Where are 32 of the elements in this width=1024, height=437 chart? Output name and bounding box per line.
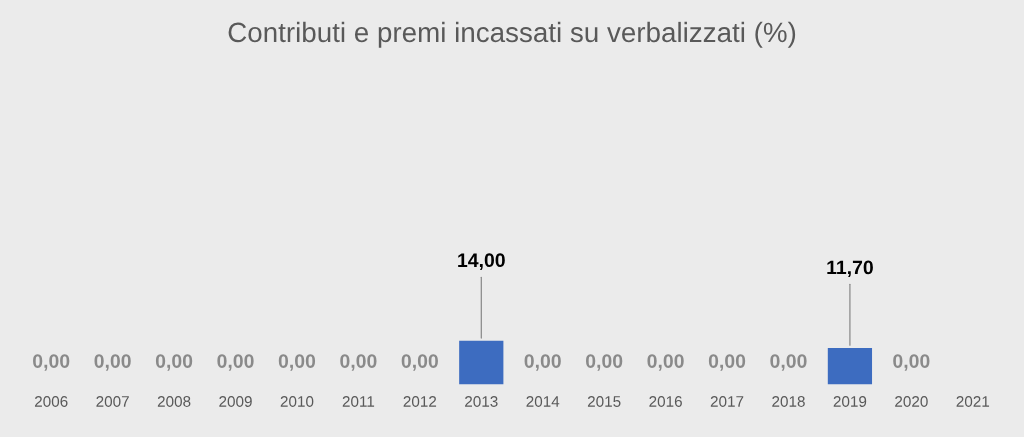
data-label: 0,00 — [586, 354, 623, 371]
data-label: 0,00 — [524, 354, 561, 371]
data-label: 0,00 — [708, 354, 746, 371]
data-label: 0,00 — [401, 354, 438, 371]
x-tick-label: 2014 — [526, 396, 560, 407]
x-tick-label: 2019 — [833, 396, 867, 407]
x-tick-label: 2007 — [96, 396, 129, 407]
data-label: 0,00 — [770, 354, 807, 371]
data-label: 11,70 — [827, 260, 873, 278]
data-label: 0,00 — [278, 354, 316, 371]
data-label: 0,00 — [155, 354, 193, 371]
data-label: 14,00 — [458, 253, 505, 270]
x-tick-label: 2021 — [956, 396, 990, 407]
x-tick-label: 2016 — [649, 396, 682, 407]
data-label: 0,00 — [33, 354, 70, 371]
data-label: 0,00 — [217, 354, 254, 371]
x-tick-label: 2006 — [34, 396, 68, 407]
x-tick-label: 2012 — [403, 396, 437, 407]
x-tick-label: 2015 — [587, 396, 621, 407]
x-tick-label: 2018 — [772, 396, 805, 407]
x-tick-label: 2017 — [710, 396, 744, 407]
data-label: 0,00 — [893, 354, 930, 371]
chart-title: Contributi e premi incassati su verbalizzati (%) — [228, 21, 796, 48]
x-tick-label: 2010 — [280, 396, 314, 407]
x-tick-label: 2009 — [219, 396, 252, 407]
data-label: 0,00 — [94, 354, 131, 371]
x-tick-label: 2011 — [342, 396, 375, 407]
x-tick-label: 2020 — [895, 396, 928, 407]
x-tick-label: 2008 — [157, 396, 191, 407]
data-label: 0,00 — [340, 354, 377, 371]
data-label: 0,00 — [647, 354, 684, 371]
x-tick-label: 2013 — [465, 396, 498, 407]
